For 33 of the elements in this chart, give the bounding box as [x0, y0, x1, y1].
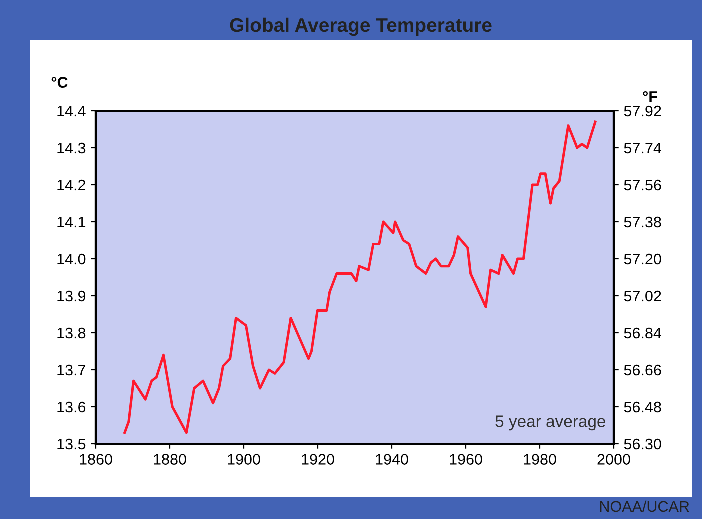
text: NOAA/UCAR: [600, 500, 690, 512]
x-tick-label: 1860: [80, 454, 112, 465]
y2-tick-label: 57.92: [624, 106, 662, 117]
y-tick-label: 14.4: [58, 106, 86, 117]
y2-tick-label: 56.30: [624, 438, 662, 450]
x-tick-label: 1980: [524, 454, 556, 465]
y2-axis-title: °F: [643, 91, 658, 102]
y-tick-label: 13.8: [58, 328, 86, 339]
chart-title: Global Average Temperature: [230, 18, 492, 36]
y-axis-title: °C: [52, 77, 68, 88]
y-tick-label: 13.5: [58, 438, 86, 450]
x-tick-label: 1960: [450, 454, 482, 465]
y-tick-label: 14.0: [58, 254, 86, 265]
x-tick-label: 1940: [376, 454, 408, 465]
annotation: 5 year average: [496, 416, 606, 431]
y-tick-label: 14.2: [58, 180, 86, 191]
y2-tick-label: 56.48: [624, 402, 662, 413]
y2-tick-label: 57.02: [624, 290, 662, 302]
y2-tick-label: 57.56: [624, 180, 662, 191]
x-tick-label: 1900: [228, 454, 260, 465]
x-tick-label: 1880: [154, 454, 186, 465]
y-tick-label: 13.9: [58, 290, 86, 302]
x-tick-label: 2000: [598, 454, 630, 465]
y2-tick-label: 57.74: [624, 143, 662, 154]
y2-tick-label: 56.84: [624, 328, 662, 339]
y2-tick-label: 57.38: [624, 216, 662, 228]
y2-tick-label: 57.20: [624, 254, 662, 265]
y2-tick-label: 56.66: [624, 364, 662, 376]
y-tick-label: 14.1: [58, 217, 86, 228]
x-tick-label: 1920: [302, 454, 334, 465]
y-tick-label: 13.7: [58, 364, 86, 376]
y-tick-label: 13.6: [58, 402, 86, 413]
y-tick-label: 14.3: [58, 142, 86, 154]
